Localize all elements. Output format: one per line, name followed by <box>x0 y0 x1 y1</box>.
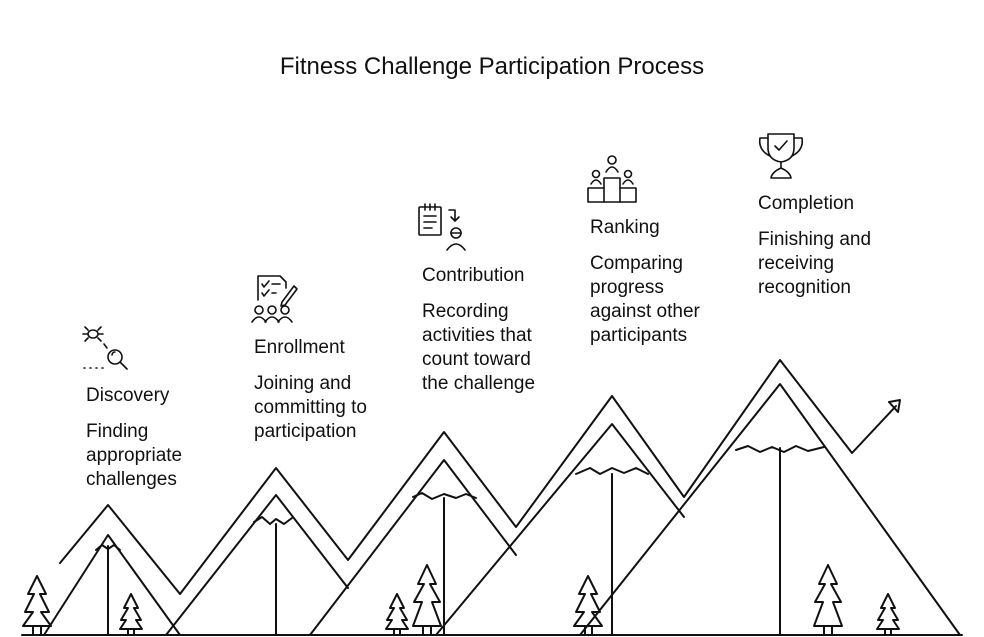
stage-label-contribution: Contribution <box>422 265 525 286</box>
tree-1 <box>22 575 52 636</box>
tree-7 <box>876 593 900 636</box>
mountain-2 <box>165 494 349 636</box>
stage-ranking: Ranking Comparing progress against other… <box>587 154 760 348</box>
snow-cap-3 <box>412 492 477 500</box>
tree-3 <box>385 593 409 636</box>
search-with-bug-icon <box>82 326 128 370</box>
stage-completion: Completion Finishing and receiving recog… <box>758 130 928 300</box>
stage-description-ranking: Comparing progress against other partici… <box>590 253 700 346</box>
stage-description-discovery: Finding appropriate challenges <box>86 421 183 490</box>
mountain-4 <box>435 423 685 636</box>
stage-label-completion: Completion <box>758 193 855 214</box>
tree-6 <box>813 564 843 636</box>
tree-4 <box>412 564 442 636</box>
progress-path <box>59 359 897 595</box>
stage-label-discovery: Discovery <box>86 385 170 406</box>
checklist-with-people-icon <box>251 275 298 323</box>
snow-cap-4 <box>575 467 649 475</box>
podium-icon <box>587 155 637 203</box>
stage-description-enrollment: Joining and committing to participation <box>254 373 367 442</box>
clipboard-user-icon <box>418 203 466 251</box>
stage-contribution: Contribution Recording activities that c… <box>418 202 592 396</box>
stage-label-enrollment: Enrollment <box>254 337 345 358</box>
progress-arrowhead <box>888 399 901 413</box>
stage-enrollment: Enrollment Joining and committing to par… <box>251 274 424 444</box>
stage-description-completion: Finishing and receiving recognition <box>758 229 872 298</box>
mountain-3 <box>309 459 517 636</box>
tree-2 <box>119 593 143 636</box>
tree-5 <box>573 575 603 636</box>
snow-cap-5 <box>735 445 825 453</box>
stage-discovery: Discovery Finding appropriate challenges <box>82 322 256 492</box>
snow-cap-1 <box>95 544 121 551</box>
snow-cap-2 <box>253 516 293 525</box>
trophy-icon <box>758 133 804 179</box>
stage-description-contribution: Recording activities that count toward t… <box>422 301 536 394</box>
mountain-1 <box>43 534 181 636</box>
mountain-5 <box>579 383 961 636</box>
stage-label-ranking: Ranking <box>590 217 660 238</box>
diagram-title: Fitness Challenge Participation Process <box>279 53 705 80</box>
